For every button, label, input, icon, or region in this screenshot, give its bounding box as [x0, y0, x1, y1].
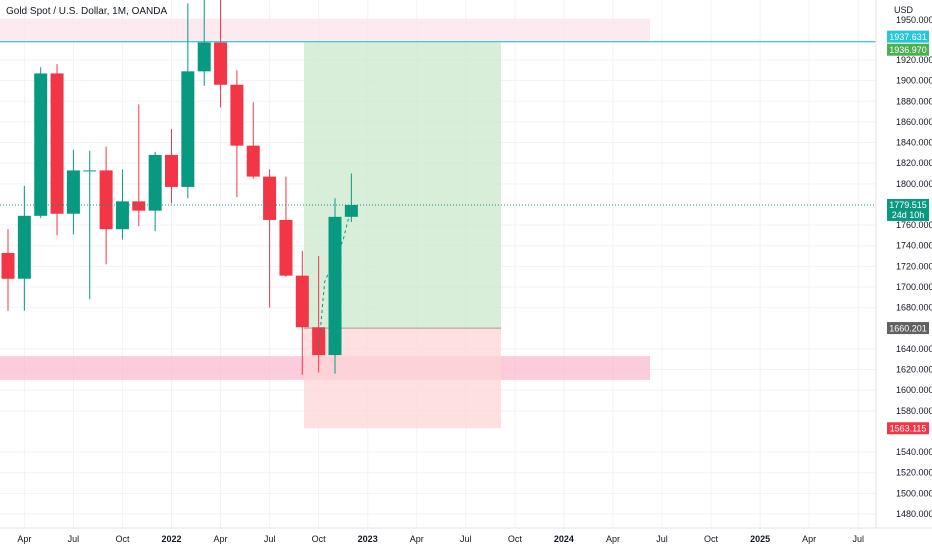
price-axis-label: 1760.000	[896, 220, 932, 230]
time-axis-label: Apr	[606, 534, 620, 544]
time-axis-label: Apr	[17, 534, 31, 544]
supply-zone	[0, 18, 650, 42]
time-axis-label: 2023	[358, 534, 378, 544]
price-axis-label: 1620.000	[896, 365, 932, 375]
candle-body	[328, 216, 342, 356]
candles-series	[1, 0, 358, 375]
price-axis-label: 1680.000	[896, 303, 932, 313]
countdown-text: 24d 10h	[892, 210, 925, 220]
price-axis-label: 1540.000	[896, 447, 932, 457]
price-axis-label: 1640.000	[896, 344, 932, 354]
candle-body	[83, 170, 97, 172]
resistance-price-badge	[887, 30, 929, 43]
price-axis-label: 1700.000	[896, 282, 932, 292]
price-axis-label: 1880.000	[896, 96, 932, 106]
candle-body	[181, 71, 195, 187]
entry-price-badge	[887, 322, 929, 335]
candle-body	[132, 201, 146, 211]
price-axis-label: 1520.000	[896, 468, 932, 478]
time-axis-label: Jul	[264, 534, 276, 544]
target-price-badge	[887, 43, 929, 56]
current-price-badge	[887, 198, 929, 221]
candle-body	[344, 204, 358, 217]
time-axis-label: Apr	[410, 534, 424, 544]
price-axis-label: 1600.000	[896, 385, 932, 395]
price-axis-label: 1480.000	[896, 509, 932, 519]
stop-price-badge	[887, 422, 929, 435]
currency-label: USD	[894, 5, 914, 15]
candle-body	[115, 201, 129, 230]
candle-body	[99, 170, 113, 230]
candle-body	[1, 252, 15, 279]
candle-body	[17, 215, 31, 279]
price-axis-label: 1900.000	[896, 76, 932, 86]
candle-body	[295, 275, 309, 328]
price-axis-label: 1580.000	[896, 406, 932, 416]
price-axis-label: 1860.000	[896, 117, 932, 127]
candle-body	[165, 154, 178, 187]
price-axis-label: 1740.000	[896, 241, 932, 251]
candle-body	[214, 42, 228, 85]
chart-overlays	[0, 41, 876, 349]
price-axis-label: 1920.000	[896, 55, 932, 65]
time-axis-label: Jul	[460, 534, 472, 544]
candle-body	[148, 154, 162, 211]
candle-body	[50, 73, 64, 214]
price-axis-label: 1500.000	[896, 488, 932, 498]
time-axis-label: Jul	[68, 534, 80, 544]
price-axis-label: 1800.000	[896, 179, 932, 189]
price-axis[interactable]: 1920.000 1900.000 1880.000 1860.000 1840.000…	[896, 55, 932, 519]
target-price-badge-text: 1936.970	[889, 45, 927, 55]
stop-price-badge-text: 1563.115	[890, 424, 927, 434]
candle-body	[34, 73, 48, 216]
chart-title: Gold Spot / U.S. Dollar, 1M, OANDA	[6, 6, 167, 17]
time-axis-label: 2025	[750, 534, 770, 544]
time-axis-label: Oct	[115, 534, 130, 544]
price-axis-label: 1720.000	[896, 261, 932, 271]
time-axis-label: Oct	[312, 534, 327, 544]
time-axis-label: Apr	[802, 534, 816, 544]
candle-body	[66, 170, 80, 214]
candle-body	[197, 42, 211, 72]
time-axis[interactable]: Apr Jul Oct 2022 Apr Jul Oct 2023 Apr Jul Oct 2024 A…	[17, 534, 864, 544]
candle-body	[230, 84, 244, 146]
time-axis-label: Oct	[508, 534, 523, 544]
entry-price-badge-text: 1660.201	[889, 324, 927, 334]
time-axis-label: Oct	[704, 534, 719, 544]
current-price-badge-text: 1779.515	[889, 200, 927, 210]
clipped-top-price: 1950.000	[896, 15, 932, 25]
resistance-price-badge-text: 1937.631	[889, 32, 927, 42]
candle-body	[246, 145, 260, 177]
time-axis-label: Apr	[214, 534, 228, 544]
time-axis-label: Jul	[852, 534, 864, 544]
time-axis-label: 2024	[554, 534, 574, 544]
candle-body	[279, 219, 293, 276]
time-axis-label: 2022	[161, 534, 181, 544]
candle-body	[312, 327, 326, 356]
price-axis-label: 1820.000	[896, 158, 932, 168]
candle-body	[263, 176, 277, 220]
time-axis-label: Jul	[656, 534, 668, 544]
price-axis-label: 1840.000	[896, 138, 932, 148]
